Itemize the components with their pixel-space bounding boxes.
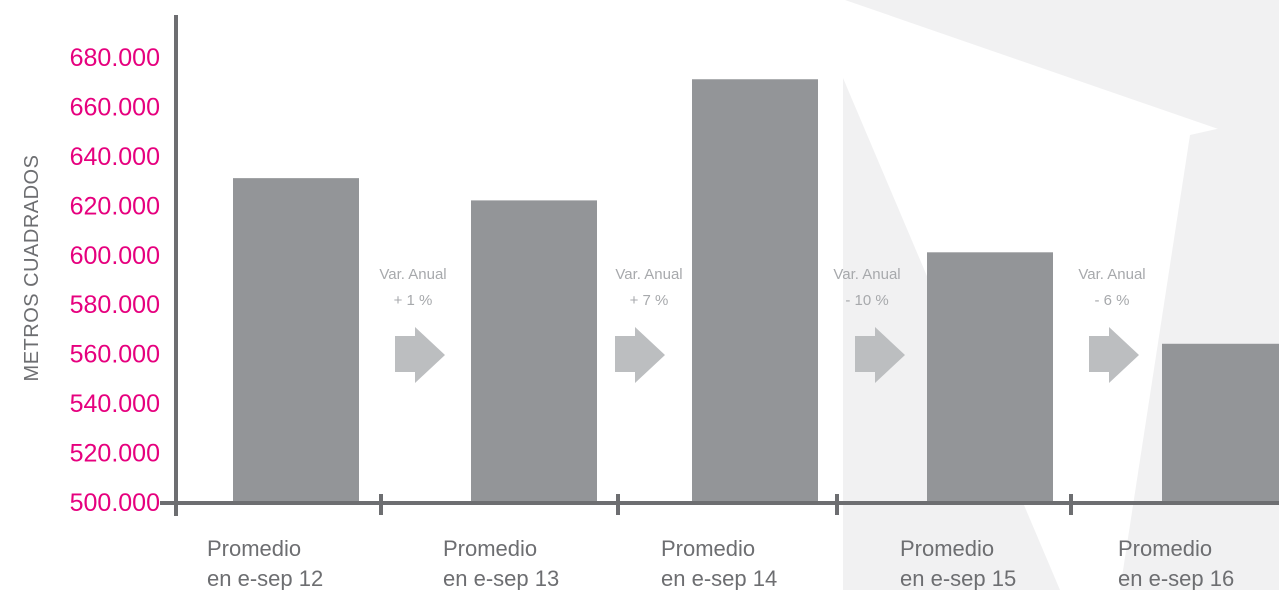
category-label: en e-sep 12	[207, 566, 323, 590]
annotation-value: + 1 %	[394, 292, 433, 309]
category-label: en e-sep 14	[661, 566, 777, 590]
category-label: en e-sep 15	[900, 566, 1016, 590]
bar-3	[692, 79, 818, 502]
y-tick-label: 540.000	[70, 390, 160, 418]
y-tick-label: 620.000	[70, 192, 160, 220]
category-label: Promedio	[207, 536, 301, 561]
category-labels-group: Promedio en e-sep 12 Promedio en e-sep 13 Pr…	[207, 536, 1234, 590]
y-tick-label: 680.000	[70, 44, 160, 72]
category-label: Promedio	[900, 536, 994, 561]
annotations-group: Var. Anual + 1 % Var. Anual + 7 % Var. Anual…	[379, 266, 1145, 309]
y-ticks-group: 500.000 520.000 540.000 560.000 580.000 600.0…	[70, 44, 160, 517]
y-tick-label: 500.000	[70, 489, 160, 517]
arrow-icon	[855, 327, 905, 383]
bar-1	[233, 178, 359, 502]
category-label: Promedio	[443, 536, 537, 561]
annotation-label: Var. Anual	[615, 266, 682, 283]
category-label: en e-sep 13	[443, 566, 559, 590]
category-label: Promedio	[661, 536, 755, 561]
bar-2	[471, 200, 597, 502]
y-tick-label: 580.000	[70, 291, 160, 319]
bar-4	[927, 252, 1053, 502]
y-tick-label: 600.000	[70, 242, 160, 270]
axes-group	[160, 15, 1279, 516]
arrow-icon	[395, 327, 445, 383]
y-axis-title: METROS CUADRADOS	[21, 155, 43, 382]
background-shape-top	[845, 0, 1279, 150]
annotation-value: - 6 %	[1094, 292, 1129, 309]
category-label: Promedio	[1118, 536, 1212, 561]
arrow-icon	[615, 327, 665, 383]
annotation-value: - 10 %	[845, 292, 888, 309]
bars-group	[233, 79, 1279, 502]
annotation-label: Var. Anual	[833, 266, 900, 283]
category-label: en e-sep 16	[1118, 566, 1234, 590]
y-tick-label: 640.000	[70, 143, 160, 171]
bar-5	[1162, 343, 1279, 502]
annotation-label: Var. Anual	[1078, 266, 1145, 283]
annotation-value: + 7 %	[630, 292, 669, 309]
arrow-icon	[1089, 327, 1139, 383]
y-tick-label: 560.000	[70, 341, 160, 369]
arrows-group	[395, 327, 1139, 383]
y-tick-label: 660.000	[70, 93, 160, 121]
y-tick-label: 520.000	[70, 440, 160, 468]
annotation-label: Var. Anual	[379, 266, 446, 283]
